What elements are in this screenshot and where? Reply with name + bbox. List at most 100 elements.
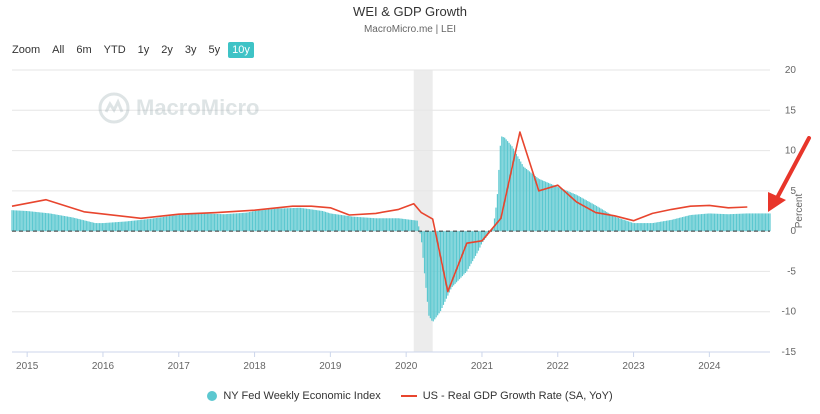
wei-bar [243,212,245,232]
wei-bar [20,210,22,232]
wei-bar [224,214,226,232]
wei-bar [423,231,426,274]
wei-bar [741,213,743,232]
wei-bar [211,213,213,232]
legend-item-wei[interactable]: NY Fed Weekly Economic Index [207,390,381,402]
wei-bar [740,213,742,232]
wei-bar [116,222,118,232]
wei-bar [23,210,25,232]
wei-bar [15,210,17,232]
chart-legend: NY Fed Weekly Economic Index US - Real G… [0,390,820,402]
wei-bar [256,210,258,232]
wei-bar [467,231,469,269]
wei-bar [511,146,513,232]
wei-bar [399,218,401,232]
watermark-text: MacroMicro [136,95,260,120]
zoom-5y-button[interactable]: 5y [208,44,221,56]
x-tick-label: 2020 [395,361,418,372]
wei-bar [585,200,587,232]
zoom-1y-button[interactable]: 1y [137,44,150,56]
wei-bar [107,222,109,232]
wei-bar [386,218,388,232]
zoom-all-button[interactable]: All [52,44,65,56]
wei-bar [683,216,685,232]
wei-bar [301,208,303,232]
wei-bar [696,214,698,232]
wei-bar [58,214,60,232]
wei-bar [30,211,32,232]
wei-bar [133,220,136,232]
wei-bar [441,231,443,308]
wei-bar [668,220,671,232]
wei-bar [732,213,735,232]
zoom-6m-button[interactable]: 6m [76,44,92,56]
zoom-ytd-button[interactable]: YTD [103,44,126,56]
wei-bar [630,222,633,232]
zoom-2y-button[interactable]: 2y [161,44,173,56]
legend-item-gdp[interactable]: US - Real GDP Growth Rate (SA, YoY) [400,390,613,402]
wei-bar [231,213,233,232]
wei-bar [383,218,385,232]
wei-bar [617,217,619,232]
wei-bar [429,231,431,319]
wei-bar [403,218,405,232]
wei-bar [91,222,93,232]
wei-bar [613,216,615,232]
wei-bar [607,212,609,232]
wei-bar [88,221,90,232]
x-tick-label: 2021 [471,361,494,372]
wei-bar [703,213,706,232]
wei-bar [697,214,700,232]
wei-bar [728,214,730,232]
wei-bar [326,212,328,232]
wei-bar [232,213,235,232]
wei-bar [450,231,452,290]
wei-bar [744,213,746,232]
wei-bar [619,218,621,232]
wei-bar [214,213,216,232]
wei-bar [380,218,382,232]
red-arrow-icon [768,136,811,212]
wei-bar [539,179,541,232]
wei-bar [199,213,201,232]
wei-bar [415,220,417,232]
wei-bar [215,213,217,232]
y-tick-label: -10 [782,307,797,318]
wei-bar [76,218,79,232]
wei-bar [104,222,106,232]
wei-bar [622,219,624,232]
wei-bar [68,216,70,232]
zoom-3y-button[interactable]: 3y [184,44,197,56]
wei-bar [523,166,525,232]
wei-bar [495,207,497,232]
wei-bar [318,210,321,232]
wei-bar [498,169,500,232]
wei-bar [547,182,550,232]
wei-bar [227,213,229,232]
wei-bar [528,171,531,232]
wei-bar [722,214,724,232]
wei-bar [559,187,561,232]
wei-bar [447,231,449,296]
wei-bar [154,218,156,232]
wei-bar [336,214,338,232]
wei-bar [738,213,740,232]
wei-bar [633,223,636,232]
wei-bar [321,210,324,232]
wei-bar [527,170,529,232]
wei-bar [305,208,308,232]
wei-bar [445,231,447,299]
wei-bar [176,215,178,232]
wei-bar [120,221,122,232]
wei-bar [651,223,653,232]
wei-bar [216,213,219,232]
wei-bar [333,213,335,232]
wei-bar [95,223,98,232]
wei-bar [393,218,395,232]
wei-bar [524,167,526,232]
wei-bar [340,214,343,232]
wei-bar [665,220,668,232]
wei-bar [737,213,739,232]
wei-bar [534,175,536,232]
zoom-10y-button[interactable]: 10y [228,42,254,58]
